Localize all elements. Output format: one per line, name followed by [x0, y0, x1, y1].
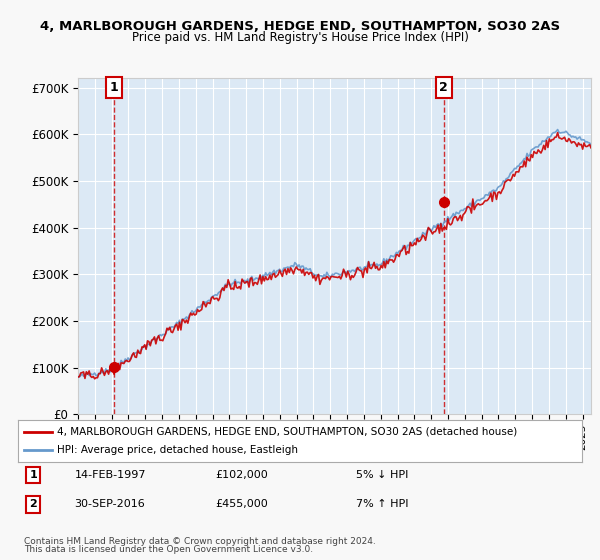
Text: 4, MARLBOROUGH GARDENS, HEDGE END, SOUTHAMPTON, SO30 2AS (detached house): 4, MARLBOROUGH GARDENS, HEDGE END, SOUTH… [58, 427, 518, 437]
Text: 7% ↑ HPI: 7% ↑ HPI [356, 500, 409, 510]
Text: 1: 1 [109, 81, 118, 94]
Text: 1: 1 [29, 470, 37, 480]
Text: Price paid vs. HM Land Registry's House Price Index (HPI): Price paid vs. HM Land Registry's House … [131, 31, 469, 44]
Text: 2: 2 [439, 81, 448, 94]
Text: This data is licensed under the Open Government Licence v3.0.: This data is licensed under the Open Gov… [24, 545, 313, 554]
Text: 30-SEP-2016: 30-SEP-2016 [74, 500, 145, 510]
Text: Contains HM Land Registry data © Crown copyright and database right 2024.: Contains HM Land Registry data © Crown c… [24, 537, 376, 546]
Text: 14-FEB-1997: 14-FEB-1997 [74, 470, 146, 480]
Text: 5% ↓ HPI: 5% ↓ HPI [356, 470, 409, 480]
Text: £455,000: £455,000 [215, 500, 268, 510]
Text: HPI: Average price, detached house, Eastleigh: HPI: Average price, detached house, East… [58, 445, 298, 455]
Text: 4, MARLBOROUGH GARDENS, HEDGE END, SOUTHAMPTON, SO30 2AS: 4, MARLBOROUGH GARDENS, HEDGE END, SOUTH… [40, 20, 560, 32]
Text: 2: 2 [29, 500, 37, 510]
Text: £102,000: £102,000 [215, 470, 268, 480]
